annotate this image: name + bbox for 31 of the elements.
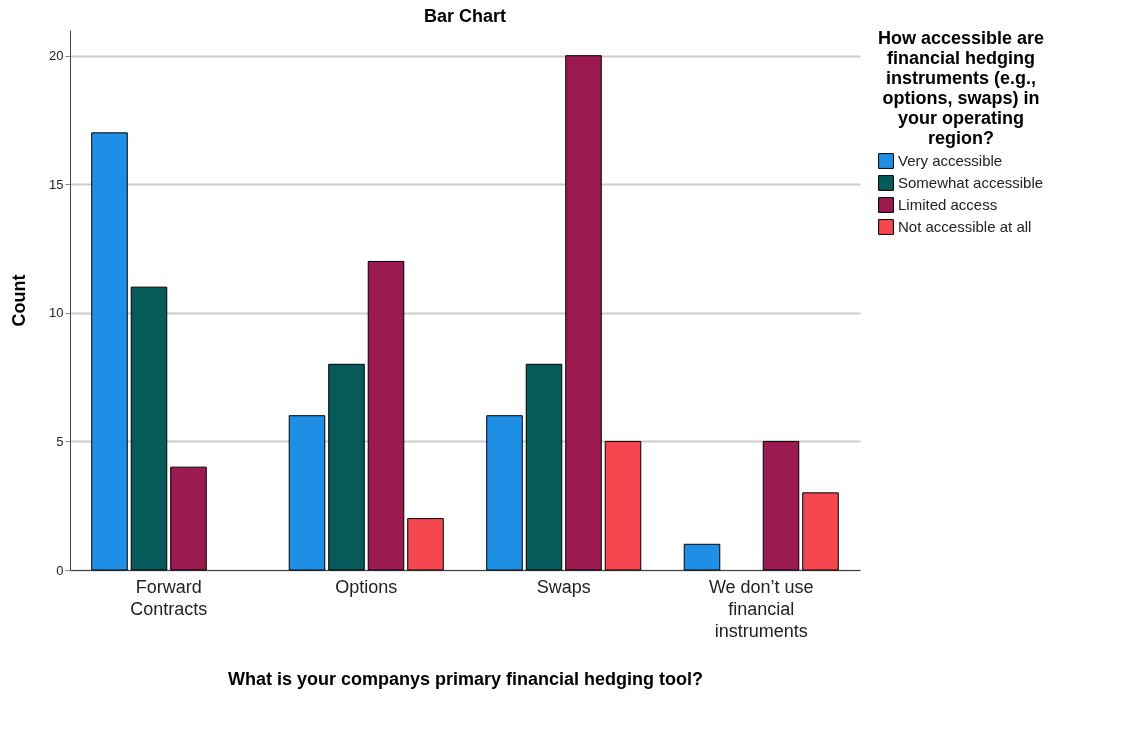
x-tick-label: Forward Contracts (130, 576, 208, 619)
bar (407, 518, 444, 571)
y-tick-label: 15 (49, 176, 64, 192)
legend-title: How accessible are financial hedging instruments (e.g., options, swaps) in your operating region? (877, 28, 1045, 148)
legend-label: Limited access (898, 196, 998, 213)
legend-label: Somewhat accessible (898, 174, 1044, 191)
y-tick-label: 5 (56, 433, 64, 449)
legend-label: Very accessible (898, 152, 1003, 169)
bar (130, 286, 168, 571)
x-tick-label: We don’t use financial instruments (708, 576, 814, 641)
bar (802, 492, 839, 571)
bar (762, 440, 800, 571)
y-tick-label: 20 (49, 48, 64, 64)
x-tick-label: Options (335, 576, 398, 597)
chart-title: Bar Chart (423, 6, 507, 26)
bar (525, 363, 563, 571)
bar (367, 260, 405, 571)
y-axis-title: Count (9, 274, 30, 327)
x-tick-label: Swaps (536, 576, 591, 597)
x-axis-title: What is your companys primary financial hedging tool? (227, 668, 704, 689)
bar (683, 543, 721, 571)
bar (565, 55, 602, 571)
y-tick-label: 0 (56, 562, 64, 578)
bar (486, 415, 523, 571)
legend-label: Not accessible at all (898, 218, 1032, 235)
bar (170, 466, 207, 571)
y-tick-label: 10 (49, 305, 64, 321)
bar (288, 415, 326, 571)
bar (91, 132, 128, 571)
bar (604, 440, 642, 571)
bar (328, 363, 365, 571)
